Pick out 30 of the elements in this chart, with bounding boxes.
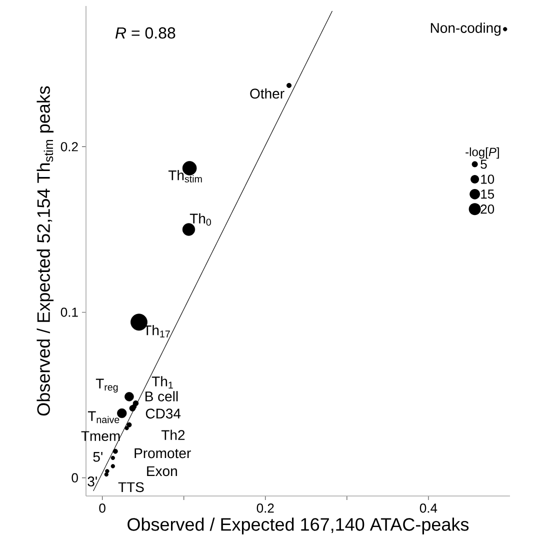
annotation: TTS [118,482,144,492]
y-tick-label: 0.2 [60,142,78,152]
legend-label: 15 [481,190,494,199]
annotation: 3' [88,476,97,486]
annotation: Other [250,88,284,99]
annotation: T$_{naive}$ [88,411,120,424]
legend-label: 10 [481,174,494,184]
x-axis-title: Observed / Expected 167,140 ATAC-peaks [128,518,469,534]
annotation: T$_{reg}$ [96,378,118,393]
annotation: Th2 [161,430,185,440]
annotation: B cell [146,391,178,402]
annotation: Th$_{0}$ [190,213,211,226]
legend-label: 20 [480,204,494,214]
legend-title: -log[P] [466,147,499,159]
y-axis-title: Observed / Expected 52,154 Th$_{stim}$ peaks [36,86,54,416]
legend-label: 5 [480,160,487,169]
annotation: CD34 [146,408,181,419]
annotation: Exon [147,466,177,476]
annotation: 5' [93,452,102,462]
annotation: Non-coding [430,22,500,36]
x-tick-label: 0 [99,504,106,513]
annotation: Promoter [134,448,191,458]
x-tick-label: 0.4 [420,504,438,513]
y-tick-label: 0.1 [60,308,78,317]
annotation: Th$_{stim}$ [168,170,202,182]
x-tick-label: 0.2 [256,504,274,513]
y-tick-label: 0 [72,473,78,482]
annotation: Th$_{1}$ [152,376,173,388]
annotation: Tmem [81,431,120,442]
annotation: R = 0.88 [115,27,176,39]
